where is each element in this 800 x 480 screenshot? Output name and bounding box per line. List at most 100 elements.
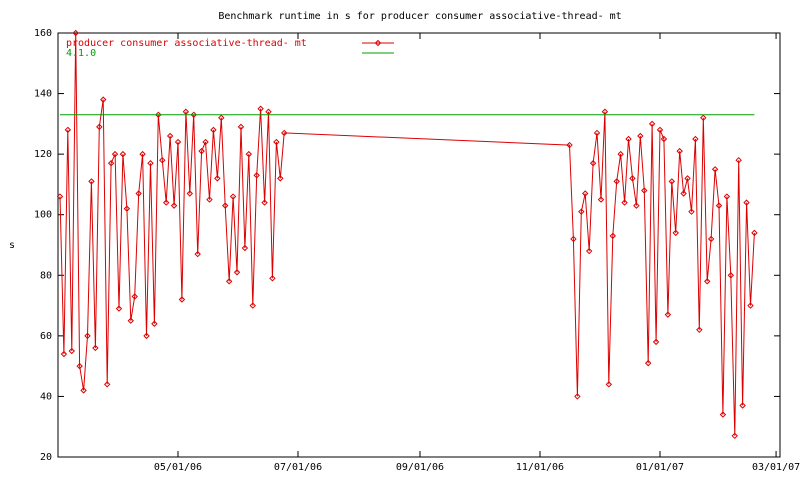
data-point xyxy=(617,150,624,158)
data-point xyxy=(92,344,99,352)
data-point xyxy=(719,411,727,418)
data-point xyxy=(241,244,249,252)
data-point xyxy=(723,193,731,200)
data-point xyxy=(711,166,719,173)
data-point xyxy=(641,187,648,194)
data-point xyxy=(578,208,585,215)
data-point xyxy=(625,135,632,143)
data-point xyxy=(660,135,668,143)
data-point xyxy=(68,347,75,355)
data-point xyxy=(731,432,738,440)
data-point xyxy=(747,302,754,309)
data-point xyxy=(162,199,170,206)
data-point xyxy=(237,123,245,131)
data-point xyxy=(253,172,260,179)
data-point xyxy=(222,202,229,209)
data-point xyxy=(656,126,664,134)
data-point xyxy=(103,381,111,388)
data-point xyxy=(64,126,72,134)
data-point xyxy=(131,293,138,300)
data-point xyxy=(115,305,123,312)
data-point xyxy=(166,132,174,140)
data-point xyxy=(269,275,276,282)
data-point xyxy=(178,296,186,303)
data-point xyxy=(700,114,707,122)
data-point xyxy=(676,147,683,155)
data-point xyxy=(143,332,150,340)
data-point xyxy=(194,250,201,258)
data-point xyxy=(225,278,233,285)
data-point xyxy=(582,190,589,197)
x-tick-label: 11/01/06 xyxy=(516,462,564,473)
legend-marker xyxy=(374,39,382,47)
data-point xyxy=(135,190,142,197)
data-point xyxy=(139,150,146,158)
data-point xyxy=(589,160,597,167)
y-tick-label: 80 xyxy=(40,270,52,281)
data-point xyxy=(123,205,131,212)
x-tick-label: 07/01/06 xyxy=(274,462,322,473)
data-point xyxy=(707,235,715,243)
data-point xyxy=(111,150,119,158)
data-point xyxy=(249,302,256,309)
data-point xyxy=(664,311,672,318)
data-point xyxy=(593,129,601,137)
data-point xyxy=(672,229,679,237)
data-point xyxy=(107,160,115,167)
data-point xyxy=(597,196,605,203)
data-point xyxy=(637,132,644,140)
data-point xyxy=(281,129,288,137)
plot-frame xyxy=(57,32,781,458)
x-tick-label: 01/01/07 xyxy=(636,462,684,473)
legend-label: 4.1.0 xyxy=(66,48,96,59)
data-point xyxy=(696,326,703,334)
data-point xyxy=(76,362,83,370)
data-point xyxy=(739,402,746,409)
data-point xyxy=(100,96,107,103)
data-point xyxy=(601,108,609,115)
data-point xyxy=(119,150,127,158)
y-axis-label: s xyxy=(9,240,15,251)
data-point xyxy=(96,123,103,131)
data-point xyxy=(668,178,676,185)
data-point xyxy=(277,175,284,182)
data-point xyxy=(692,135,699,143)
y-tick-label: 20 xyxy=(40,452,52,463)
data-point xyxy=(273,138,280,146)
y-tick-label: 100 xyxy=(34,210,52,221)
data-point xyxy=(727,272,735,279)
data-point xyxy=(652,338,660,346)
y-tick-label: 60 xyxy=(40,331,52,342)
data-point xyxy=(605,381,613,388)
data-point xyxy=(613,178,620,185)
data-point xyxy=(715,202,723,209)
data-point xyxy=(609,232,616,240)
y-tick-label: 40 xyxy=(40,391,52,402)
data-point xyxy=(80,387,87,394)
data-point xyxy=(680,190,687,197)
data-point xyxy=(84,332,91,340)
data-point xyxy=(585,247,593,255)
data-point xyxy=(151,320,158,327)
data-point xyxy=(570,235,577,243)
data-point xyxy=(261,199,268,206)
y-tick-label: 160 xyxy=(34,28,52,39)
series-line xyxy=(59,32,755,436)
data-point xyxy=(265,108,272,115)
data-point xyxy=(688,208,695,215)
data-point xyxy=(684,175,691,182)
data-point xyxy=(88,178,95,185)
data-point xyxy=(648,120,656,128)
data-point xyxy=(574,393,581,400)
data-point xyxy=(735,156,742,164)
data-point xyxy=(170,202,178,209)
legend-label: producer consumer associative-thread- mt xyxy=(66,38,307,49)
data-point xyxy=(629,175,636,182)
data-point xyxy=(147,160,154,167)
data-point xyxy=(644,359,652,367)
data-point xyxy=(210,126,217,134)
data-point xyxy=(233,269,241,276)
x-tick-label: 09/01/06 xyxy=(396,462,444,473)
